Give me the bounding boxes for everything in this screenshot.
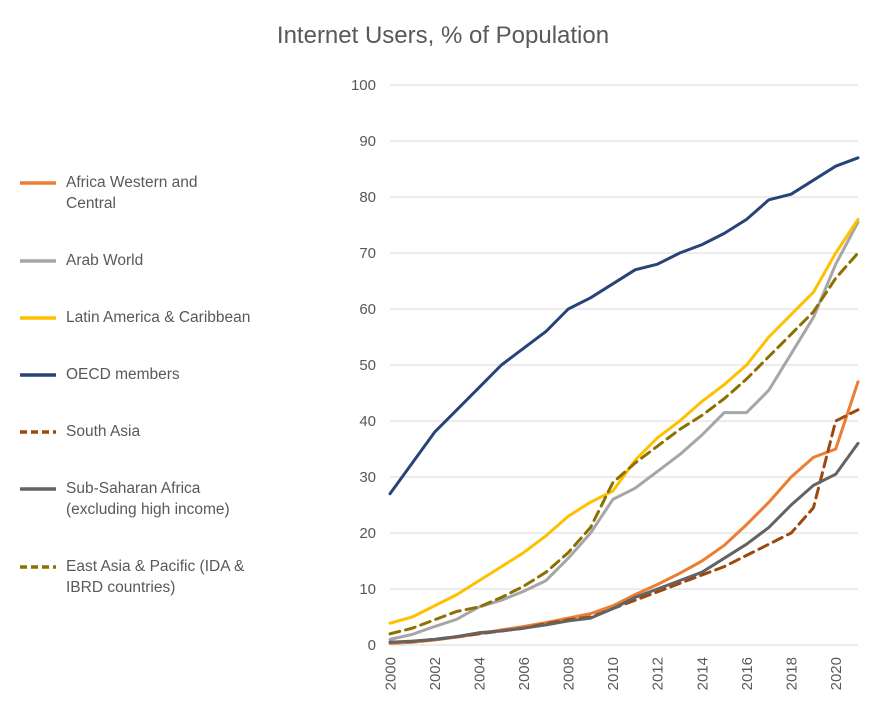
y-tick-label: 80 [359,189,376,206]
legend-label: OECD members [66,366,180,383]
x-tick-label: 2010 [605,657,622,690]
x-tick-label: 2020 [828,657,845,690]
y-tick-label: 0 [368,637,376,654]
series-line-east-asia-pacific [388,251,860,636]
x-tick-label: 2002 [427,657,444,690]
series-line-arab-world [388,220,860,641]
y-tick-label: 30 [359,469,376,486]
legend-label: Sub-Saharan Africa (excluding high incom… [66,480,230,518]
legend-swatch-east-asia-pacific [20,565,56,569]
x-tick-label: 2018 [783,657,800,690]
x-tick-label: 2012 [650,657,667,690]
series-line-latin-america-caribbean [388,217,860,625]
legend-label: South Asia [66,423,141,440]
legend-item-latin-america-caribbean: Latin America & Caribbean [20,307,360,328]
legend-swatch-arab-world [20,259,56,263]
chart-legend: Africa Western and Central Arab World Lati… [20,172,360,598]
y-tick-label: 20 [359,525,376,542]
chart-title: Internet Users, % of Population [276,22,610,49]
legend-item-east-asia-pacific: East Asia & Pacific (IDA & IBRD countrie… [20,556,360,598]
legend-swatch-sub-saharan-africa [20,487,56,491]
legend-label: Arab World [66,252,144,269]
series-line-sub-saharan-africa [388,441,860,644]
legend-label: Africa Western and Central [66,174,198,212]
y-tick-label: 10 [359,581,376,598]
series-line-south-asia [388,408,860,644]
legend-swatch-africa-western-and-central [20,181,56,185]
x-tick-label: 2006 [516,657,533,690]
legend-item-oecd-members: OECD members [20,364,360,385]
x-tick-label: 2008 [561,657,578,690]
legend-swatch-south-asia [20,430,56,434]
y-tick-label: 70 [359,245,376,262]
legend-label: East Asia & Pacific (IDA & IBRD countrie… [66,558,245,596]
y-tick-label: 60 [359,301,376,318]
x-tick-label: 2016 [739,657,756,690]
y-tick-label: 90 [359,133,376,150]
series-line-oecd-members [388,156,860,496]
legend-item-sub-saharan-africa: Sub-Saharan Africa (excluding high incom… [20,478,360,520]
x-tick-label: 2000 [382,657,399,690]
legend-label: Latin America & Caribbean [66,309,251,326]
y-tick-label: 50 [359,357,376,374]
x-tick-label: 2004 [471,657,488,690]
legend-swatch-latin-america-caribbean [20,316,56,320]
legend-swatch-oecd-members [20,373,56,377]
y-tick-label: 40 [359,413,376,430]
x-tick-label: 2014 [694,657,711,690]
legend-item-africa-western-and-central: Africa Western and Central [20,172,360,214]
y-tick-label: 100 [351,77,376,94]
legend-item-south-asia: South Asia [20,421,360,442]
legend-item-arab-world: Arab World [20,250,360,271]
